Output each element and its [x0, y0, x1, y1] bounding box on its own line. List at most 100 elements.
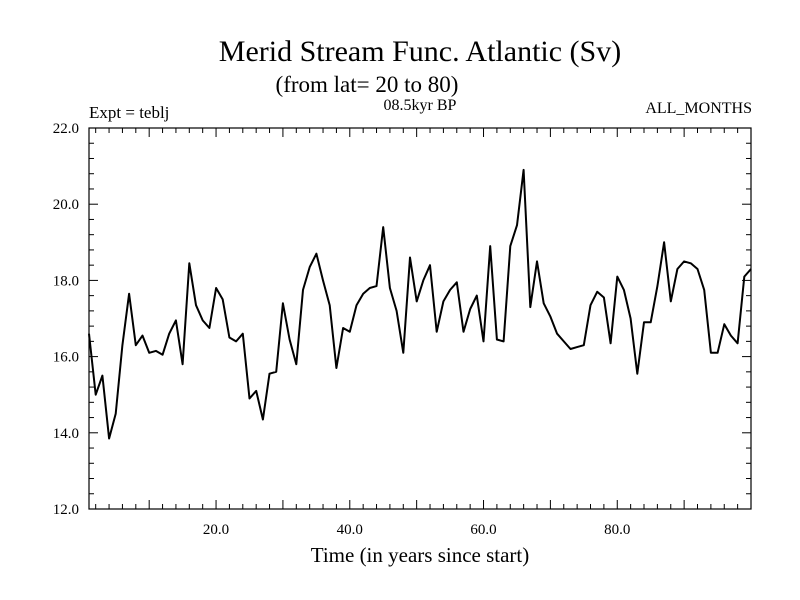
data-point [362, 293, 364, 295]
x-tick-label: 20.0 [203, 522, 229, 538]
data-point [228, 337, 230, 339]
data-point [269, 373, 271, 375]
data-point [402, 352, 404, 354]
data-point [697, 268, 699, 270]
data-point [416, 300, 418, 302]
data-point [449, 289, 451, 291]
data-point [115, 413, 117, 415]
data-point [570, 348, 572, 350]
chart-title: Merid Stream Func. Atlantic (Sv) [219, 35, 621, 68]
data-point [596, 291, 598, 293]
data-point [663, 241, 665, 243]
data-point [302, 289, 304, 291]
y-tick-label: 16.0 [53, 350, 79, 366]
data-point [376, 285, 378, 287]
data-point [148, 352, 150, 354]
chart-subtitle: (from lat= 20 to 80) [276, 72, 459, 97]
data-point [650, 321, 652, 323]
x-axis-label: Time (in years since start) [311, 543, 530, 567]
data-point [476, 295, 478, 297]
data-point [489, 245, 491, 247]
x-tick-label: 80.0 [604, 522, 630, 538]
data-point [342, 327, 344, 329]
months-label: ALL_MONTHS [645, 100, 752, 117]
data-point [329, 304, 331, 306]
data-point [496, 339, 498, 341]
data-point [235, 340, 237, 342]
data-point [429, 264, 431, 266]
data-point [509, 245, 511, 247]
data-point [422, 279, 424, 281]
data-point [175, 319, 177, 321]
data-point [289, 339, 291, 341]
data-point [215, 287, 217, 289]
data-point [242, 333, 244, 335]
data-point [249, 398, 251, 400]
data-point [442, 300, 444, 302]
data-point [676, 268, 678, 270]
data-point [108, 438, 110, 440]
data-point [516, 224, 518, 226]
data-point [703, 289, 705, 291]
data-point [656, 285, 658, 287]
data-point [369, 287, 371, 289]
plot-frame [88, 127, 752, 510]
data-point [483, 340, 485, 342]
data-point [683, 260, 685, 262]
data-point [295, 363, 297, 365]
data-point [315, 253, 317, 255]
data-point [463, 331, 465, 333]
data-point [155, 350, 157, 352]
data-point [95, 394, 97, 396]
data-point [208, 327, 210, 329]
data-point [255, 390, 257, 392]
data-point [222, 298, 224, 300]
data-point [282, 302, 284, 304]
data-point [643, 321, 645, 323]
data-point [322, 279, 324, 281]
data-point [262, 419, 264, 421]
y-tick-label: 20.0 [53, 197, 79, 213]
data-point [717, 352, 719, 354]
data-point [436, 331, 438, 333]
y-tick-label: 22.0 [53, 121, 79, 137]
data-point [202, 319, 204, 321]
data-point [543, 302, 545, 304]
y-tick-label: 12.0 [53, 502, 79, 518]
series-line [88, 168, 752, 440]
data-point [670, 300, 672, 302]
data-point [590, 304, 592, 306]
data-point [168, 333, 170, 335]
data-point [142, 335, 144, 337]
data-point [536, 260, 538, 262]
data-point [636, 373, 638, 375]
data-point [382, 226, 384, 228]
data-point [750, 268, 752, 270]
data-point [128, 293, 130, 295]
data-point [737, 342, 739, 344]
x-tick-label: 60.0 [470, 522, 496, 538]
experiment-label: Expt = teblj [89, 103, 169, 122]
data-point [396, 310, 398, 312]
data-point [576, 346, 578, 348]
data-point [309, 266, 311, 268]
data-point [710, 352, 712, 354]
data-point [195, 304, 197, 306]
x-tick-label: 40.0 [337, 522, 363, 538]
data-point [275, 371, 277, 373]
data-point [743, 276, 745, 278]
data-point [162, 354, 164, 356]
data-point [389, 287, 391, 289]
data-point [503, 340, 505, 342]
data-point [603, 297, 605, 299]
data-point [456, 281, 458, 283]
data-points [88, 169, 752, 440]
data-point [556, 333, 558, 335]
data-point [610, 342, 612, 344]
data-point [529, 306, 531, 308]
y-tick-label: 18.0 [53, 273, 79, 289]
data-point [523, 169, 525, 171]
data-point [135, 344, 137, 346]
data-point [469, 308, 471, 310]
